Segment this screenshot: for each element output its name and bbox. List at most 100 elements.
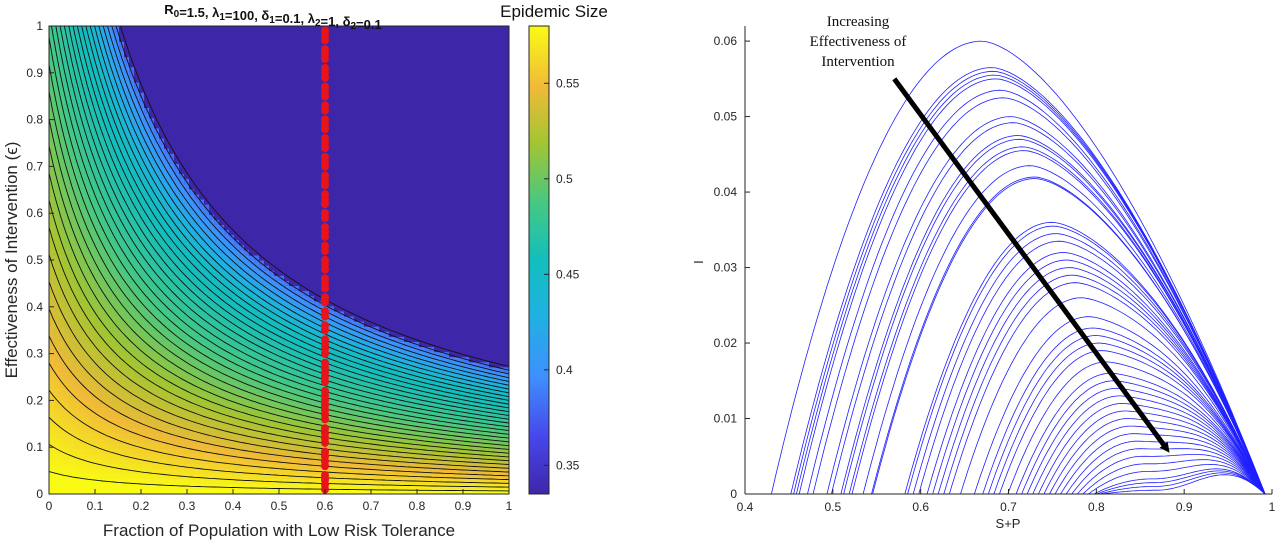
heatmap-cell xyxy=(74,132,80,139)
heatmap-cell xyxy=(284,438,290,444)
heatmap-cell xyxy=(134,488,140,494)
heatmap-cell xyxy=(264,219,270,225)
heatmap-cell xyxy=(59,127,65,134)
heatmap-cell xyxy=(204,326,210,332)
heatmap-cell xyxy=(249,173,255,180)
heatmap-cell xyxy=(49,448,55,454)
heatmap-cell xyxy=(294,438,300,444)
heatmap-cell xyxy=(64,234,70,241)
heatmap-cell xyxy=(184,153,190,159)
heatmap-cell xyxy=(74,148,80,154)
heatmap-cell xyxy=(134,290,140,297)
heatmap-cell xyxy=(254,260,260,266)
heatmap-cell xyxy=(299,122,305,129)
heatmap-cell xyxy=(289,173,295,180)
heatmap-cell xyxy=(54,483,60,490)
heatmap-cell xyxy=(229,153,235,159)
heatmap-cell xyxy=(89,66,95,73)
heatmap-cell xyxy=(114,483,120,490)
heatmap-cell xyxy=(59,209,65,215)
heatmap-cell xyxy=(274,198,280,205)
heatmap-cell xyxy=(64,229,70,236)
heatmap-cell xyxy=(169,341,175,348)
heatmap-cell xyxy=(194,148,200,154)
heatmap-cell xyxy=(219,87,225,93)
heatmap-cell xyxy=(129,188,135,195)
heatmap-cell xyxy=(234,270,240,276)
heatmap-cell xyxy=(299,102,305,108)
heatmap-cell xyxy=(219,412,225,419)
heatmap-cell xyxy=(119,488,125,494)
heatmap-cell xyxy=(249,305,255,312)
heatmap-cell xyxy=(289,46,295,53)
heatmap-cell xyxy=(279,397,285,404)
heatmap-cell xyxy=(189,397,195,404)
heatmap-cell xyxy=(144,163,150,170)
heatmap-cell xyxy=(109,143,115,149)
heatmap-cell xyxy=(194,315,200,322)
heatmap-cell xyxy=(224,97,230,103)
heatmap-cell xyxy=(224,193,230,200)
heatmap-cell xyxy=(184,61,190,68)
heatmap-cell xyxy=(254,31,260,37)
heatmap-cell xyxy=(79,26,85,32)
heatmap-cell xyxy=(199,249,205,256)
heatmap-cell xyxy=(74,351,80,358)
heatmap-cell xyxy=(159,310,165,317)
heatmap-cell xyxy=(79,244,85,251)
heatmap-cell xyxy=(249,448,255,454)
heatmap-cell xyxy=(139,36,145,42)
heatmap-cell xyxy=(79,198,85,205)
heatmap-cell xyxy=(89,234,95,241)
heatmap-cell xyxy=(174,122,180,129)
heatmap-cell xyxy=(159,122,165,129)
heatmap-cell xyxy=(229,122,235,129)
heatmap-cell xyxy=(274,387,280,393)
heatmap-cell xyxy=(154,204,160,210)
heatmap-cell xyxy=(149,107,155,114)
heatmap-cell xyxy=(214,148,220,154)
heatmap-cell xyxy=(154,214,160,220)
heatmap-cell xyxy=(74,81,80,88)
heatmap-cell xyxy=(94,275,100,281)
heatmap-cell xyxy=(119,61,125,68)
heatmap-cell xyxy=(229,239,235,246)
heatmap-cell xyxy=(294,422,300,429)
heatmap-cell xyxy=(179,132,185,139)
heatmap-cell xyxy=(244,137,250,144)
heatmap-cell xyxy=(74,173,80,180)
heatmap-cell xyxy=(254,468,260,475)
heatmap-cell xyxy=(179,234,185,241)
heatmap-cell xyxy=(289,143,295,149)
heatmap-cell xyxy=(109,158,115,164)
heatmap-cell xyxy=(224,209,230,215)
heatmap-cell xyxy=(194,341,200,348)
heatmap-cell xyxy=(234,438,240,444)
heatmap-cell xyxy=(224,143,230,149)
heatmap-cell xyxy=(179,377,185,383)
heatmap-cell xyxy=(64,300,70,307)
heatmap-cell xyxy=(274,143,280,149)
heatmap-cell xyxy=(279,41,285,47)
heatmap-cell xyxy=(249,488,255,494)
heatmap-cell xyxy=(49,219,55,225)
heatmap-cell xyxy=(274,422,280,429)
heatmap-cell xyxy=(289,153,295,159)
heatmap-cell xyxy=(99,443,105,449)
heatmap-cell xyxy=(139,463,145,470)
heatmap-cell xyxy=(294,71,300,78)
heatmap-cell xyxy=(254,214,260,220)
heatmap-cell xyxy=(99,336,105,342)
heatmap-cell xyxy=(119,71,125,78)
heatmap-cell xyxy=(189,290,195,297)
heatmap-cell xyxy=(49,280,55,287)
heatmap-cell xyxy=(234,219,240,225)
heatmap-cell xyxy=(79,224,85,231)
heatmap-cell xyxy=(264,112,270,119)
heatmap-cell xyxy=(89,143,95,149)
heatmap-cell xyxy=(149,315,155,322)
heatmap-cell xyxy=(249,224,255,231)
heatmap-cell xyxy=(164,473,170,480)
heatmap-cell xyxy=(194,392,200,398)
heatmap-cell xyxy=(259,36,265,42)
